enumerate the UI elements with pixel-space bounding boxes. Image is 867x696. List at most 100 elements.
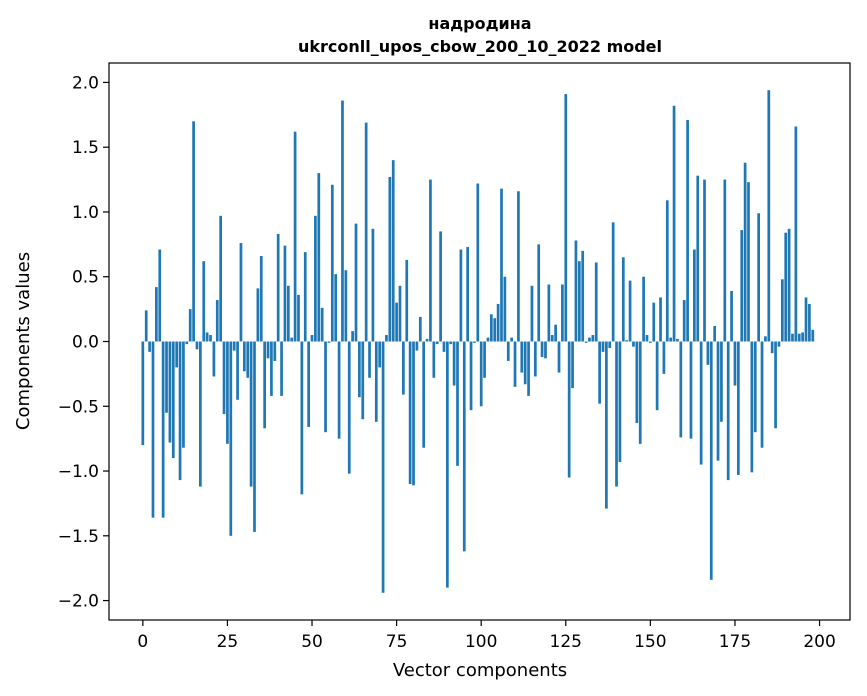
bar bbox=[764, 336, 767, 341]
bar bbox=[720, 342, 723, 422]
bar bbox=[551, 335, 554, 341]
bar bbox=[307, 342, 310, 427]
bar bbox=[717, 342, 720, 461]
x-tick-label: 0 bbox=[137, 632, 148, 652]
bar bbox=[683, 300, 686, 341]
bar bbox=[598, 342, 601, 404]
bar bbox=[700, 342, 703, 465]
bar bbox=[280, 342, 283, 396]
bar bbox=[520, 342, 523, 373]
bar bbox=[581, 251, 584, 342]
bar bbox=[656, 342, 659, 411]
bar bbox=[673, 106, 676, 342]
bar bbox=[487, 338, 490, 342]
bar bbox=[490, 314, 493, 341]
bar bbox=[460, 250, 463, 342]
bar bbox=[416, 342, 419, 351]
y-tick-label: −2.0 bbox=[58, 592, 99, 612]
bar bbox=[801, 332, 804, 341]
bar bbox=[158, 250, 161, 342]
y-tick-label: 0.5 bbox=[72, 268, 99, 288]
x-tick-label: 200 bbox=[803, 632, 835, 652]
bar bbox=[632, 342, 635, 347]
bar bbox=[385, 335, 388, 341]
bar bbox=[192, 121, 195, 341]
bar bbox=[226, 342, 229, 444]
bar bbox=[182, 342, 185, 448]
bar bbox=[707, 342, 710, 365]
bar bbox=[277, 234, 280, 342]
bar bbox=[196, 342, 199, 350]
bar bbox=[297, 295, 300, 342]
bar bbox=[422, 342, 425, 448]
y-tick-label: −0.5 bbox=[58, 397, 99, 417]
bar bbox=[747, 182, 750, 341]
bar bbox=[615, 342, 618, 487]
bar bbox=[199, 342, 202, 487]
bar bbox=[652, 303, 655, 342]
bar bbox=[240, 243, 243, 341]
bar bbox=[649, 342, 652, 343]
bar bbox=[642, 277, 645, 342]
y-tick-label: 0.0 bbox=[72, 333, 99, 353]
bar bbox=[690, 342, 693, 439]
bar bbox=[798, 334, 801, 342]
bar bbox=[592, 335, 595, 341]
bar bbox=[253, 342, 256, 532]
bar bbox=[361, 342, 364, 420]
bar bbox=[189, 309, 192, 341]
bar bbox=[686, 120, 689, 342]
bar bbox=[575, 240, 578, 341]
bar bbox=[517, 191, 520, 341]
x-tick-label: 75 bbox=[386, 632, 408, 652]
bar bbox=[152, 342, 155, 518]
bar bbox=[737, 342, 740, 475]
bar bbox=[341, 101, 344, 342]
bar bbox=[345, 270, 348, 341]
bar bbox=[267, 342, 270, 359]
bar bbox=[480, 342, 483, 407]
bar bbox=[287, 286, 290, 342]
bar bbox=[169, 342, 172, 443]
bar bbox=[703, 180, 706, 342]
bar bbox=[409, 342, 412, 484]
bar bbox=[233, 342, 236, 351]
bar bbox=[202, 261, 205, 341]
bar bbox=[811, 330, 814, 342]
bar bbox=[368, 342, 371, 378]
bar bbox=[375, 342, 378, 422]
bar bbox=[402, 342, 405, 395]
bars-group bbox=[141, 90, 814, 593]
bar bbox=[432, 342, 435, 378]
bar bbox=[784, 233, 787, 342]
bar bbox=[767, 90, 770, 341]
bar bbox=[216, 300, 219, 341]
x-axis-ticks: 0 25 50 75 100 125 150 175 200 bbox=[137, 620, 835, 652]
bar bbox=[541, 342, 544, 358]
bar bbox=[595, 262, 598, 341]
bar bbox=[236, 342, 239, 400]
y-axis-ticks: −2.0 −1.5 −1.0 −0.5 0.0 0.5 1.0 1.5 2.0 bbox=[58, 73, 109, 611]
bar bbox=[304, 252, 307, 341]
bar bbox=[419, 317, 422, 342]
bar bbox=[395, 303, 398, 342]
bar bbox=[145, 310, 148, 341]
bar bbox=[588, 338, 591, 342]
bar bbox=[578, 261, 581, 341]
bar bbox=[619, 342, 622, 462]
bar bbox=[635, 342, 638, 424]
bar bbox=[561, 285, 564, 342]
bar bbox=[351, 331, 354, 341]
bar bbox=[321, 308, 324, 342]
bar bbox=[372, 229, 375, 342]
bar bbox=[388, 177, 391, 342]
bar bbox=[795, 126, 798, 341]
bar bbox=[730, 291, 733, 342]
bar bbox=[534, 342, 537, 377]
x-tick-label: 25 bbox=[217, 632, 239, 652]
bar bbox=[605, 342, 608, 509]
bar bbox=[537, 244, 540, 341]
bar bbox=[405, 260, 408, 342]
bar bbox=[514, 342, 517, 387]
bar bbox=[663, 342, 666, 374]
